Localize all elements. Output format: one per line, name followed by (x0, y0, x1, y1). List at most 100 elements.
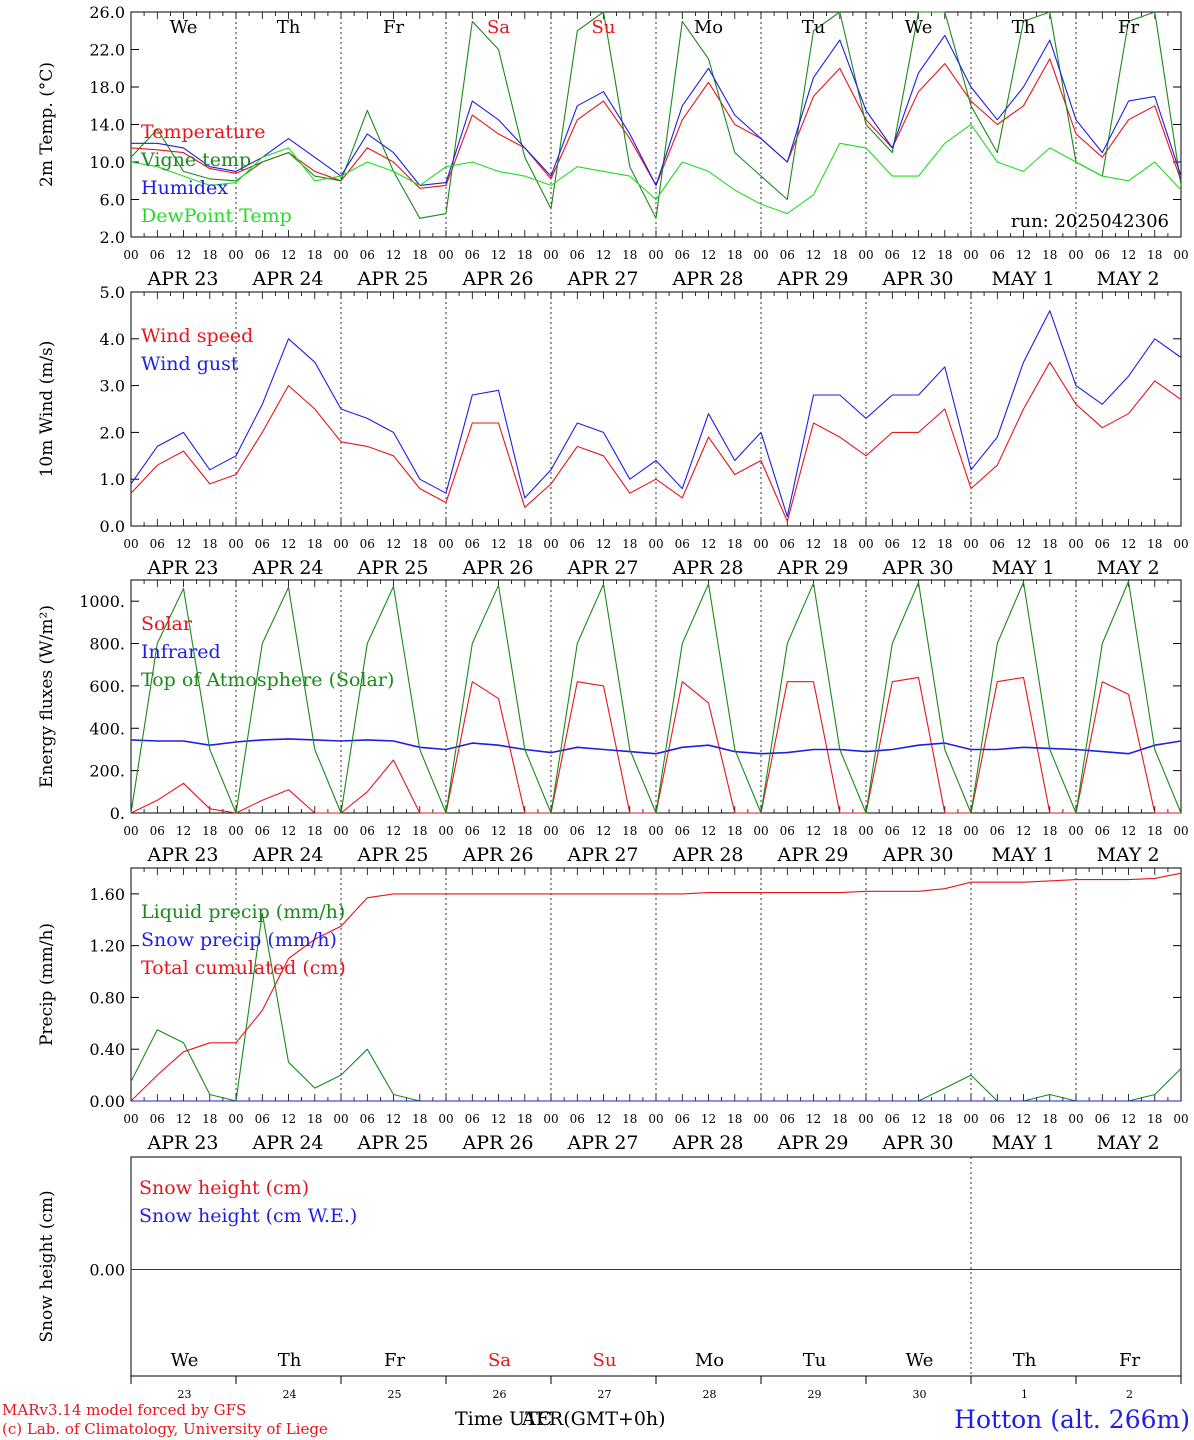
legend-entry: Top of Atmosphere (Solar) (141, 669, 394, 691)
hour-tick-label: 00 (648, 248, 663, 262)
hour-tick-label: 18 (517, 248, 532, 262)
date-label: APR 25 (356, 268, 428, 290)
panel-1: 00 06 12 18 00 06 12 18 00 06 12 18 00 06 12 18 00 06 12 18… (37, 3, 1189, 290)
hour-tick-label: 12 (176, 537, 191, 551)
hour-tick-label: 06 (885, 537, 900, 551)
hour-tick-label: 18 (1147, 1112, 1162, 1126)
hour-tick-label: 18 (937, 248, 952, 262)
snow-day-number: 28 (703, 1388, 717, 1401)
snow-weekday-label: Fr (1119, 1350, 1140, 1371)
hour-tick-label: 06 (255, 537, 270, 551)
hour-tick-label: 06 (1095, 1112, 1110, 1126)
hour-tick-label: 12 (1016, 1112, 1031, 1126)
hour-tick-label: 12 (386, 824, 401, 838)
snow-weekday-label: We (906, 1350, 934, 1371)
hour-tick-label: 06 (255, 824, 270, 838)
hour-tick-label: 06 (255, 1112, 270, 1126)
hour-tick-label: 06 (465, 248, 480, 262)
series-line-total-cumulated-cm- (130, 872, 1182, 1102)
hour-tick-label: 18 (202, 824, 217, 838)
date-label: APR 29 (776, 844, 848, 866)
hour-tick-label: 18 (832, 537, 847, 551)
legend-entry: DewPoint Temp (141, 205, 292, 227)
date-label: MAY 1 (991, 557, 1054, 579)
time-axis-zone: AFR(GMT+0h) (521, 1408, 666, 1430)
hour-tick-label: 00 (1173, 537, 1188, 551)
hour-tick-label: 00 (1173, 824, 1188, 838)
hour-tick-label: 12 (1121, 824, 1136, 838)
date-label: APR 27 (566, 557, 638, 579)
hour-tick-label: 18 (307, 824, 322, 838)
hour-tick-label: 12 (491, 537, 506, 551)
series-line-humidex (131, 34, 1182, 186)
hour-tick-label: 18 (1042, 1112, 1057, 1126)
y-tick-label: 0.00 (89, 1261, 125, 1280)
y-tick-label: 3.0 (100, 377, 125, 396)
y-tick-label: 0. (110, 804, 125, 823)
date-label: MAY 1 (991, 844, 1054, 866)
snow-day-number: 30 (913, 1388, 927, 1401)
date-label: APR 29 (776, 1132, 848, 1154)
hour-tick-label: 18 (1147, 537, 1162, 551)
hour-tick-label: 00 (963, 537, 978, 551)
legend-entry: Vigne temp (140, 149, 251, 171)
hour-tick-label: 00 (1068, 248, 1083, 262)
date-label: MAY 1 (991, 268, 1054, 290)
date-label: APR 27 (566, 1132, 638, 1154)
date-label: MAY 2 (1096, 557, 1159, 579)
hour-tick-label: 00 (963, 248, 978, 262)
date-label: APR 28 (671, 557, 743, 579)
hour-tick-label: 18 (832, 1112, 847, 1126)
date-label: APR 26 (461, 557, 533, 579)
hour-tick-label: 06 (1095, 248, 1110, 262)
time-axis-title: Time UTC (455, 1408, 552, 1430)
hour-tick-label: 18 (1042, 824, 1057, 838)
snow-day-number: 24 (283, 1388, 297, 1401)
date-label: APR 29 (776, 268, 848, 290)
date-label: APR 24 (251, 268, 323, 290)
legend-entry: Snow height (cm) (139, 1177, 309, 1199)
hour-tick-label: 00 (438, 824, 453, 838)
hour-tick-label: 00 (333, 537, 348, 551)
hour-tick-label: 06 (150, 824, 165, 838)
hour-tick-label: 00 (438, 1112, 453, 1126)
hour-tick-label: 00 (753, 248, 768, 262)
hour-tick-label: 18 (727, 824, 742, 838)
hour-tick-label: 18 (727, 1112, 742, 1126)
hour-tick-label: 06 (360, 248, 375, 262)
hour-tick-label: 12 (701, 248, 716, 262)
panel-5: 0.00 Snow height (cm) Snow height (cm) Snow… (37, 1156, 1182, 1377)
snow-day-number: 25 (388, 1388, 402, 1401)
hour-tick-label: 12 (806, 824, 821, 838)
date-label: APR 28 (671, 1132, 743, 1154)
legend-entry: Snow precip (mm/h) (141, 929, 337, 951)
hour-tick-label: 00 (648, 1112, 663, 1126)
hour-tick-label: 12 (1016, 248, 1031, 262)
hour-tick-label: 12 (491, 824, 506, 838)
hour-tick-label: 00 (543, 824, 558, 838)
snow-day-number: 29 (808, 1388, 822, 1401)
footer-model: MARv3.14 model forced by GFS (2, 1401, 246, 1419)
y-tick-label: 800. (89, 635, 125, 654)
snow-day-number: 2 (1126, 1388, 1133, 1401)
y-axis-title: Precip (mm/h) (37, 923, 57, 1046)
date-label: APR 26 (461, 1132, 533, 1154)
y-tick-label: 14.0 (89, 116, 125, 135)
hour-tick-label: 06 (570, 537, 585, 551)
y-tick-label: 5.0 (100, 283, 125, 302)
hour-tick-label: 12 (701, 824, 716, 838)
panel-4: 00 06 12 18 00 06 12 18 00 06 12 18 00 06 12 18 00 06 12 18… (37, 867, 1189, 1154)
hour-tick-label: 00 (333, 248, 348, 262)
snow-weekday-label: Tu (803, 1350, 827, 1371)
y-tick-label: 400. (89, 719, 125, 738)
hour-tick-label: 06 (1095, 824, 1110, 838)
date-label: APR 25 (356, 557, 428, 579)
hour-tick-label: 00 (333, 1112, 348, 1126)
hour-tick-label: 00 (753, 537, 768, 551)
hour-tick-label: 00 (438, 537, 453, 551)
run-annotation: run: 2025042306 (1011, 211, 1169, 232)
hour-tick-label: 12 (1121, 248, 1136, 262)
snow-weekday-label: Fr (384, 1350, 405, 1371)
weekday-label: Su (592, 17, 616, 38)
hour-tick-label: 00 (858, 824, 873, 838)
